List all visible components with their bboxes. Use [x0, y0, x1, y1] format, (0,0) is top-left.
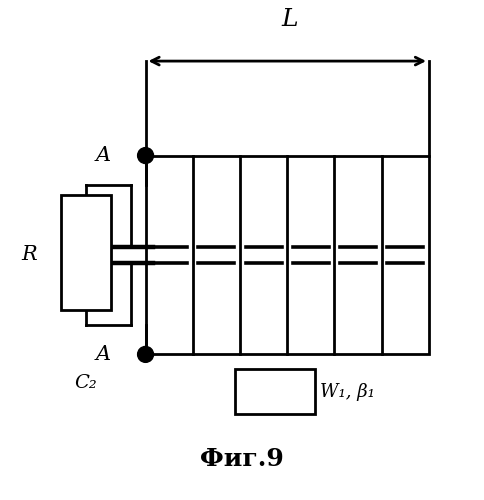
Text: C₁: C₁ — [262, 382, 287, 402]
Circle shape — [137, 148, 153, 164]
Text: A: A — [95, 146, 110, 165]
Text: Фиг.9: Фиг.9 — [200, 447, 283, 471]
Bar — [145, 156, 428, 354]
Text: R: R — [21, 246, 37, 264]
Text: W₁, β₁: W₁, β₁ — [319, 383, 374, 401]
Bar — [61, 196, 110, 310]
Text: A: A — [95, 345, 110, 364]
Text: C₂: C₂ — [75, 374, 97, 392]
Bar — [235, 370, 314, 414]
Circle shape — [137, 346, 153, 362]
Text: L: L — [281, 8, 298, 32]
